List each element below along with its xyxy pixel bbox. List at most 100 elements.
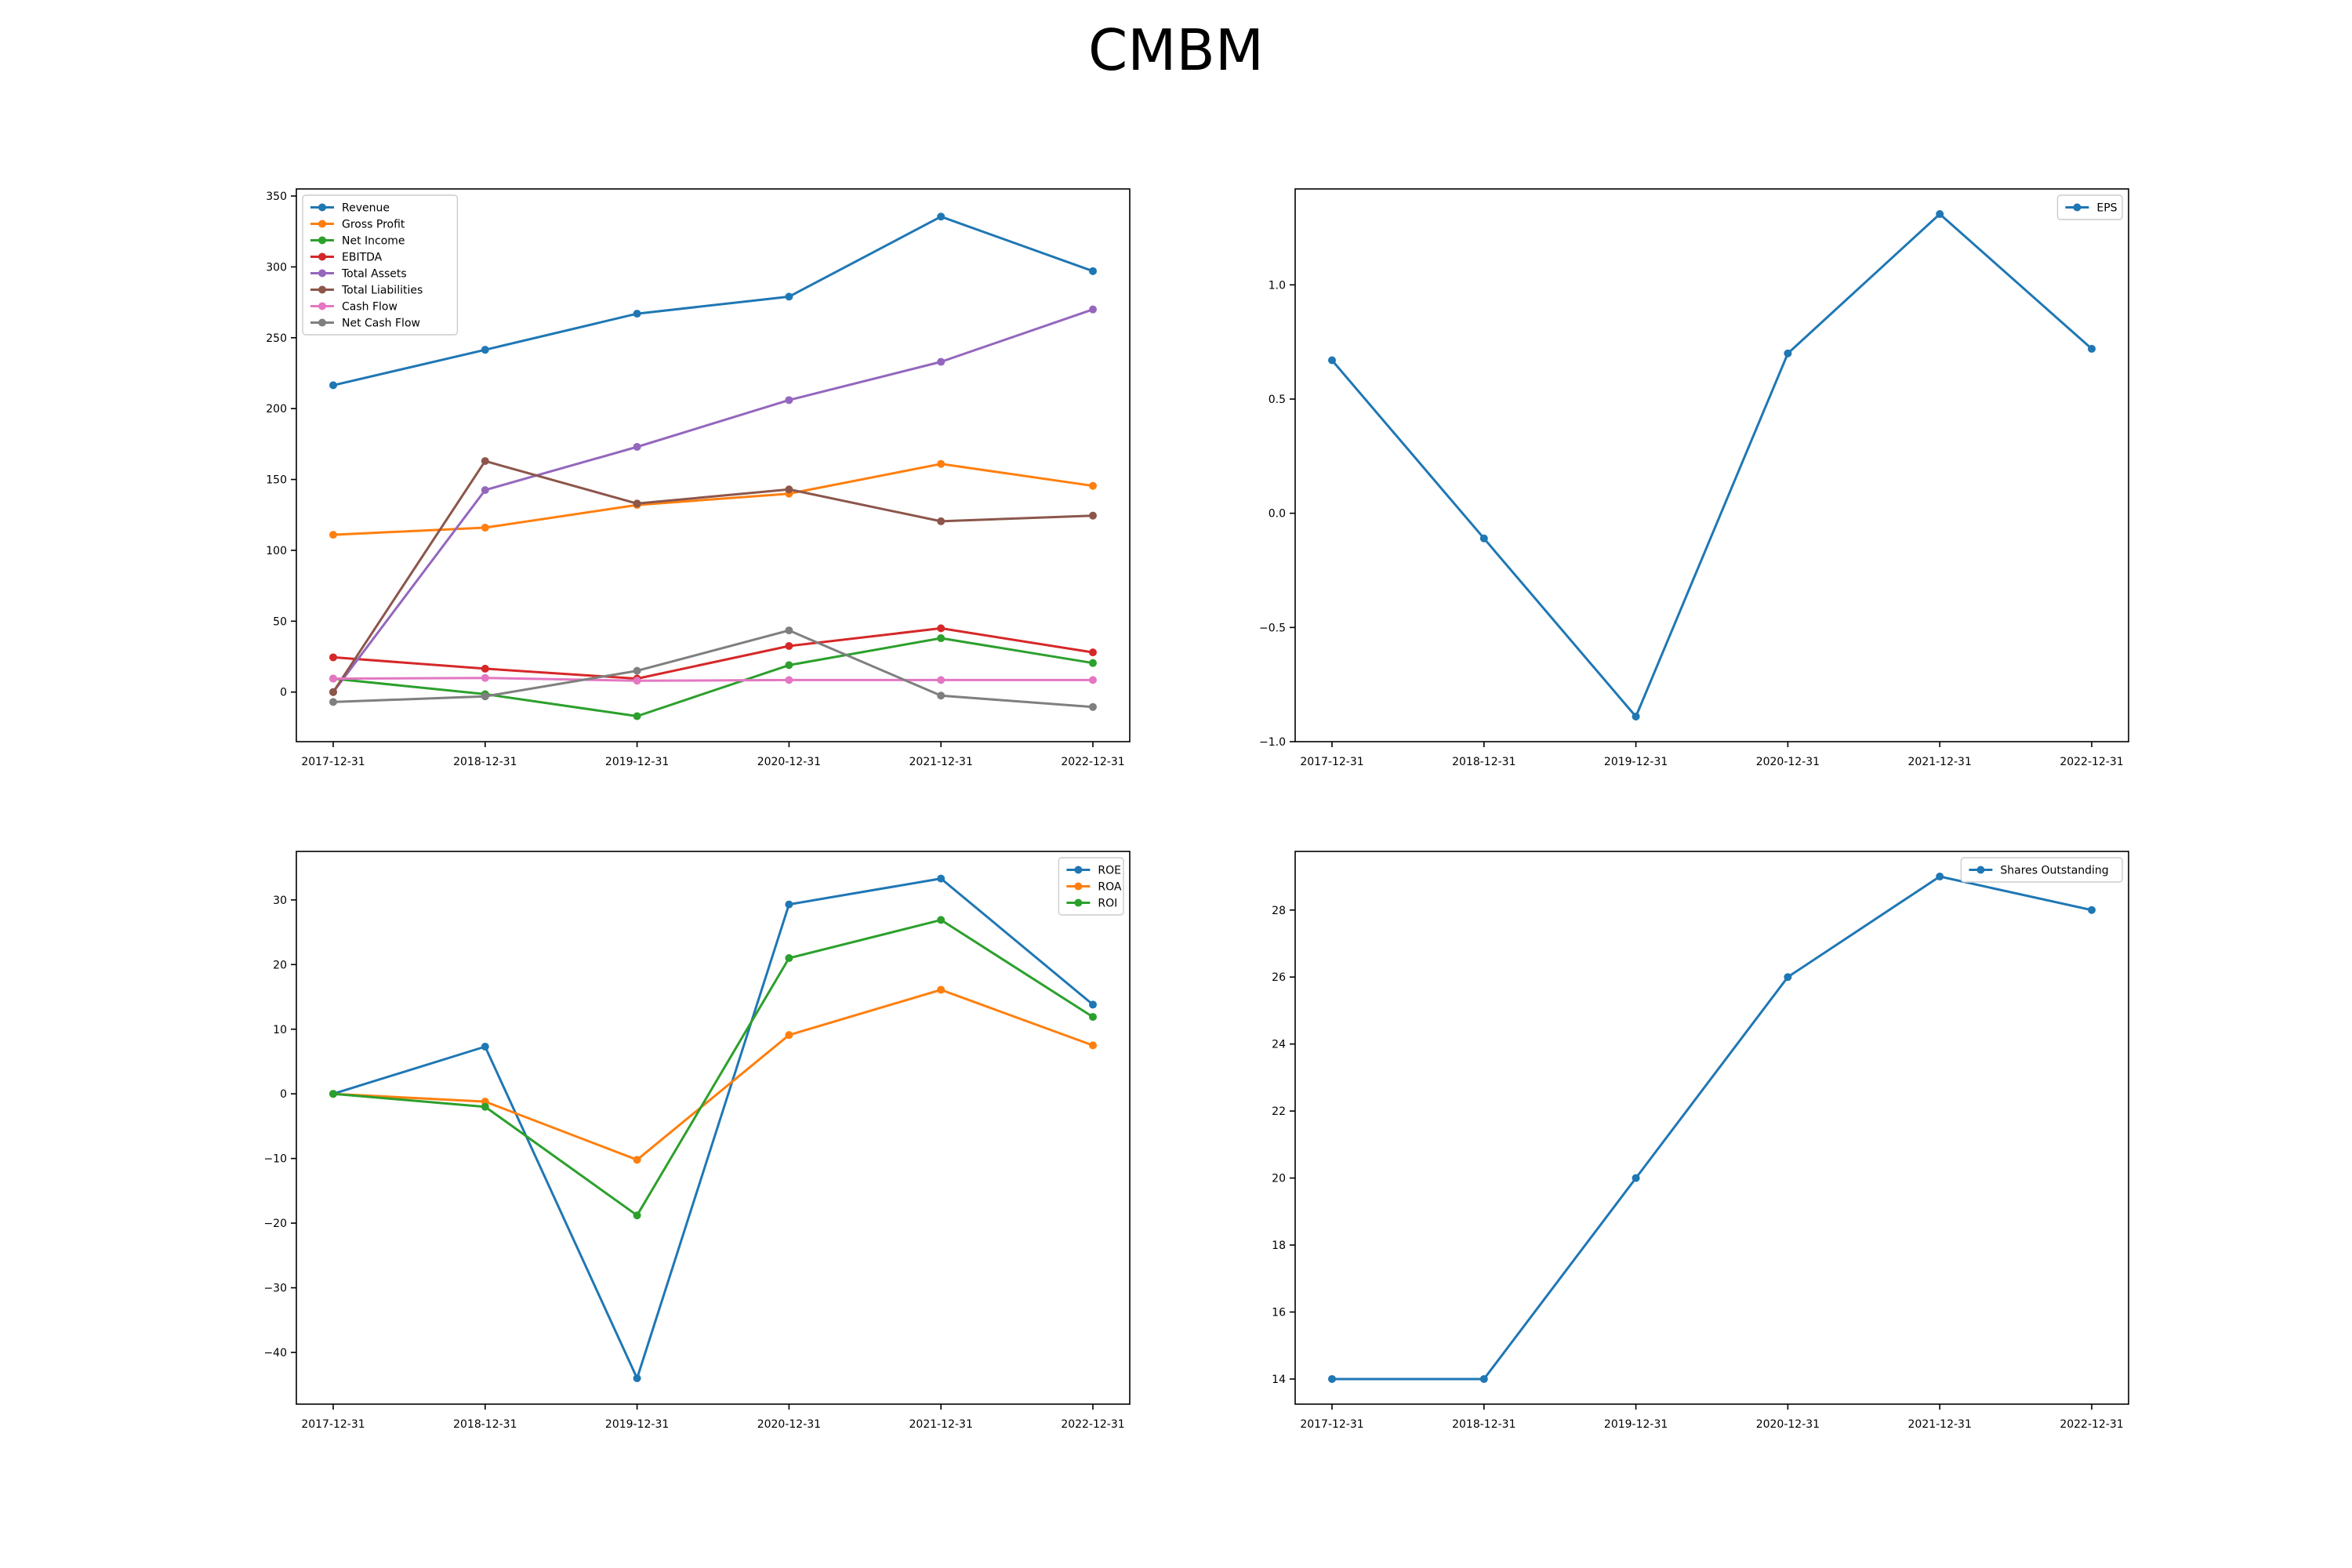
legend-label-gross-profit: Gross Profit <box>342 219 405 231</box>
y-tick-label: 1.0 <box>1269 279 1286 292</box>
data-point-roa <box>937 985 946 994</box>
legend-marker-roe <box>1074 866 1083 874</box>
legend-label-total-liabilities: Total Liabilities <box>341 285 423 297</box>
series-line-total-liabilities <box>332 459 1094 693</box>
data-point-gross-profit <box>329 531 337 539</box>
y-tick-label: 26 <box>1272 971 1286 984</box>
plot-frame <box>1294 188 2129 742</box>
data-point-roi <box>937 916 946 924</box>
y-tick-label: 150 <box>266 474 287 487</box>
page-title: CMBM <box>1088 17 1264 83</box>
legend-label-cash-flow: Cash Flow <box>342 301 397 314</box>
series-line-net-income <box>332 637 1094 717</box>
data-point-roi <box>481 1102 489 1111</box>
legend-label-ebitda: EBITDA <box>342 252 383 264</box>
data-point-revenue <box>481 346 489 354</box>
y-tick-label: 250 <box>266 332 287 345</box>
series-line-roi <box>332 918 1094 1217</box>
y-tick-label: 10 <box>273 1024 287 1036</box>
data-point-cash-flow <box>633 677 641 685</box>
x-tick-label: 2019-12-31 <box>605 756 669 768</box>
y-tick-label: 16 <box>1272 1307 1286 1319</box>
x-tick-label: 2018-12-31 <box>1452 1418 1515 1431</box>
data-point-net-cash-flow <box>937 691 946 700</box>
x-tick-label: 2018-12-31 <box>453 1418 517 1431</box>
y-tick-label: 0.0 <box>1269 508 1286 521</box>
data-point-net-cash-flow <box>1089 702 1097 711</box>
x-tick-label: 2017-12-31 <box>301 1418 365 1431</box>
data-point-cash-flow <box>1089 676 1097 684</box>
legend-marker-roi <box>1074 898 1083 907</box>
plot-frame <box>296 851 1131 1405</box>
data-point-net-cash-flow <box>481 692 489 701</box>
data-point-roa <box>1089 1041 1097 1050</box>
legend-label-roe: ROE <box>1098 865 1121 877</box>
data-point-roa <box>633 1156 641 1164</box>
legend-marker-net-cash-flow <box>318 318 326 327</box>
legend-label-roi: ROI <box>1098 898 1117 910</box>
legend-label-revenue: Revenue <box>342 202 390 215</box>
data-point-revenue <box>937 212 946 221</box>
x-tick-label: 2022-12-31 <box>1061 1418 1124 1431</box>
plot-frame <box>1294 851 2129 1405</box>
legend-box <box>1960 857 2123 883</box>
data-point-eps <box>2088 344 2096 353</box>
x-tick-label: 2020-12-31 <box>757 756 821 768</box>
data-point-total-assets <box>785 396 793 405</box>
series-line-roa <box>332 989 1094 1161</box>
data-point-eps <box>1936 210 1944 219</box>
legend-marker-revenue <box>318 203 326 212</box>
x-tick-label: 2021-12-31 <box>909 1418 973 1431</box>
data-point-roa <box>785 1031 793 1040</box>
y-tick-label: 30 <box>273 895 287 907</box>
data-point-net-cash-flow <box>329 698 337 706</box>
data-point-net-income <box>937 634 946 643</box>
x-tick-label: 2020-12-31 <box>757 1418 821 1431</box>
x-tick-label: 2021-12-31 <box>909 756 973 768</box>
data-point-total-assets <box>1089 305 1097 314</box>
legend-label-shares-outstanding: Shares Outstanding <box>2000 865 2108 877</box>
y-tick-label: 0.5 <box>1269 394 1286 406</box>
data-point-total-liabilities <box>633 499 641 508</box>
y-tick-label: 24 <box>1272 1039 1286 1051</box>
y-tick-label: 100 <box>266 545 287 557</box>
data-point-net-income <box>785 661 793 670</box>
data-point-gross-profit <box>481 524 489 532</box>
series-line-ebitda <box>332 626 1094 681</box>
series-line-revenue <box>332 215 1094 387</box>
x-tick-label: 2017-12-31 <box>1300 756 1363 768</box>
y-tick-label: 350 <box>266 191 287 203</box>
data-point-roe <box>633 1374 641 1383</box>
data-point-roi <box>1089 1013 1097 1022</box>
y-tick-label: 300 <box>266 261 287 274</box>
data-point-eps <box>1784 349 1792 358</box>
legend-marker-total-liabilities <box>318 285 326 294</box>
legend-marker-cash-flow <box>318 302 326 310</box>
y-tick-label: −20 <box>263 1218 287 1230</box>
data-point-roe <box>481 1043 489 1051</box>
y-tick-label: 20 <box>273 959 287 971</box>
series-line-cash-flow <box>332 677 1093 682</box>
legend-marker-net-income <box>318 236 326 245</box>
data-point-net-cash-flow <box>633 666 641 675</box>
y-tick-label: 14 <box>1272 1374 1286 1386</box>
series-line-eps <box>1330 212 2092 718</box>
data-point-revenue <box>785 292 793 301</box>
data-point-revenue <box>633 310 641 318</box>
x-tick-label: 2021-12-31 <box>1908 756 1972 768</box>
x-tick-label: 2019-12-31 <box>1604 756 1668 768</box>
data-point-revenue <box>329 381 337 390</box>
data-point-net-income <box>633 712 641 720</box>
data-point-total-assets <box>633 443 641 451</box>
data-point-roi <box>329 1090 337 1098</box>
data-point-total-liabilities <box>329 688 337 696</box>
data-point-total-liabilities <box>481 457 489 466</box>
data-point-net-cash-flow <box>785 626 793 635</box>
y-tick-label: −40 <box>263 1347 287 1359</box>
y-tick-label: 22 <box>1272 1105 1286 1118</box>
x-tick-label: 2018-12-31 <box>1452 756 1515 768</box>
legend-label-roa: ROA <box>1098 881 1122 894</box>
